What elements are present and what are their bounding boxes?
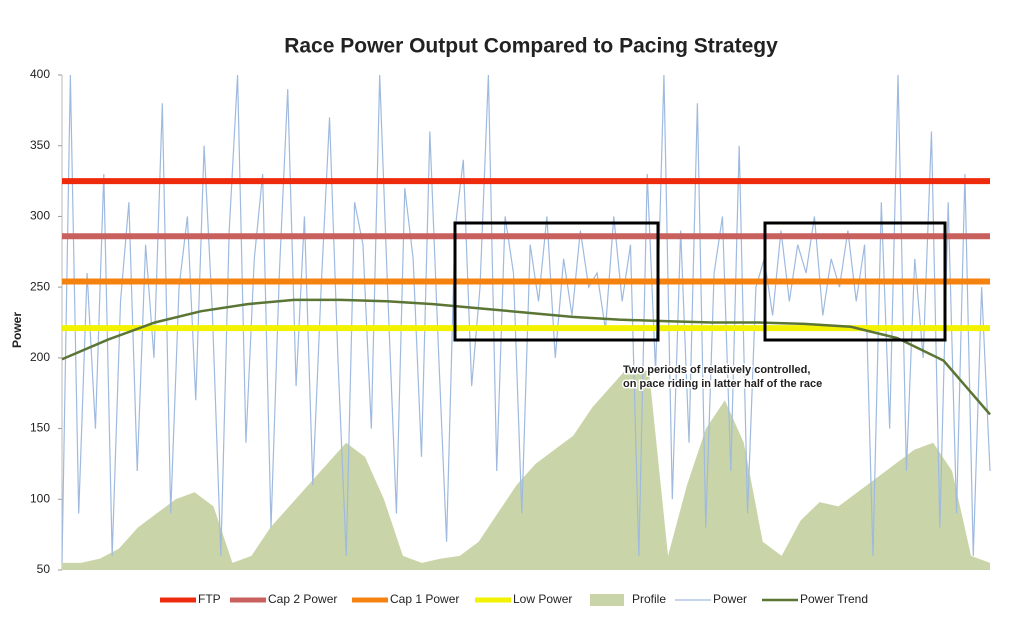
y-tick-label: 200 bbox=[30, 350, 50, 364]
legend-item: Profile bbox=[590, 592, 666, 606]
y-tick-label: 400 bbox=[30, 67, 50, 81]
legend-label: Profile bbox=[632, 592, 666, 606]
legend-item: Low Power bbox=[475, 592, 572, 606]
highlight-box bbox=[453, 221, 660, 342]
legend-item: Cap 1 Power bbox=[352, 592, 459, 606]
y-tick-label: 150 bbox=[30, 421, 50, 435]
y-tick-label: 250 bbox=[30, 279, 50, 293]
legend: FTP Cap 2 Power Cap 1 Power Low Power Profil… bbox=[160, 592, 868, 606]
y-axis-label: Power bbox=[10, 312, 24, 348]
legend-item: FTP bbox=[160, 592, 221, 606]
power-line bbox=[61, 74, 991, 563]
legend-label: Power Trend bbox=[800, 592, 868, 606]
y-tick-label: 350 bbox=[30, 138, 50, 152]
legend-label: FTP bbox=[198, 592, 221, 606]
y-tick-label: 300 bbox=[30, 209, 50, 223]
profile-area bbox=[62, 364, 990, 570]
annotation: Two periods of relatively controlled, bbox=[623, 364, 810, 376]
highlight-box bbox=[763, 221, 947, 342]
legend-item: Power Trend bbox=[762, 592, 868, 606]
chart-title: Race Power Output Compared to Pacing Str… bbox=[284, 35, 778, 58]
legend-label: Cap 2 Power bbox=[268, 592, 337, 606]
legend-label: Cap 1 Power bbox=[390, 592, 459, 606]
plot-area: 50 100 150 200 250 300 350 400 bbox=[30, 67, 991, 576]
legend-label: Low Power bbox=[513, 592, 572, 606]
y-tick-label: 50 bbox=[37, 562, 51, 576]
legend-swatch bbox=[590, 594, 624, 606]
legend-item: Power bbox=[675, 592, 747, 606]
legend-label: Power bbox=[713, 592, 747, 606]
y-tick-label: 100 bbox=[30, 491, 50, 505]
legend-item: Cap 2 Power bbox=[230, 592, 337, 606]
trend-line bbox=[61, 298, 991, 416]
annotation: on pace riding in latter half of the rac… bbox=[623, 378, 822, 390]
